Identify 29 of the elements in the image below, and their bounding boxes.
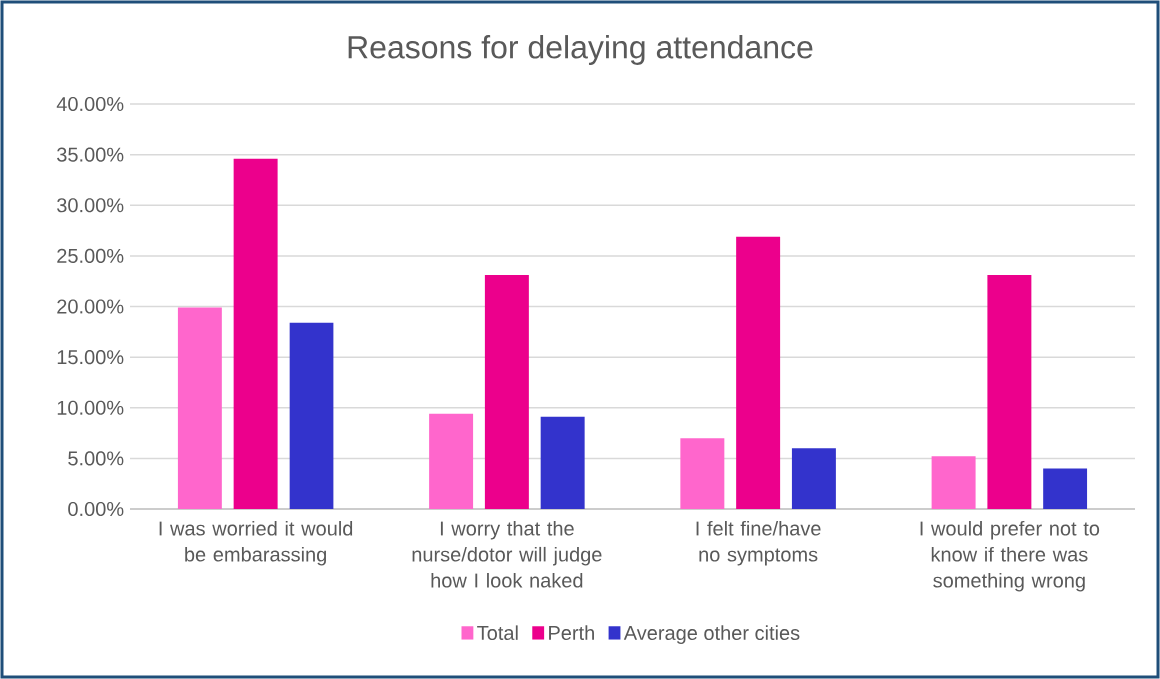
bar [289, 322, 334, 509]
legend-label: Average other cities [623, 625, 800, 644]
legend-label: Total [477, 625, 518, 641]
y-tick-label: 40.00% [56, 96, 124, 112]
y-tick-label: 15.00% [57, 350, 124, 365]
x-tick-label: I worry that the nurse/dotor will judge how I look naked [412, 520, 602, 588]
legend-label: Perth [549, 625, 594, 641]
x-tick-label: I felt fine/have no symptoms [696, 520, 821, 566]
y-tick-label: 35.00% [57, 147, 124, 162]
y-tick-label: 20.00% [57, 299, 124, 314]
y-tick-label: 5.00% [68, 451, 124, 466]
bar [791, 448, 836, 509]
bar [987, 275, 1032, 509]
y-tick-label: 30.00% [57, 198, 124, 213]
bar [931, 456, 976, 509]
y-tick-label: 0.00% [68, 501, 124, 517]
bar [736, 236, 781, 509]
bar [1043, 468, 1088, 509]
bar [680, 438, 725, 509]
bar [540, 416, 585, 509]
bar [177, 307, 222, 509]
y-tick-label: 25.00% [57, 248, 124, 263]
chart-title: Reasons for delaying attendance [348, 35, 813, 65]
bar [233, 158, 278, 509]
x-tick-label: I was worried it would be embarassing [159, 520, 353, 566]
y-tick-label: 10.00% [57, 400, 124, 415]
x-tick-label: I would prefer not to know if there was something wrong [920, 520, 1100, 592]
bar [484, 275, 529, 509]
bar [429, 413, 474, 509]
